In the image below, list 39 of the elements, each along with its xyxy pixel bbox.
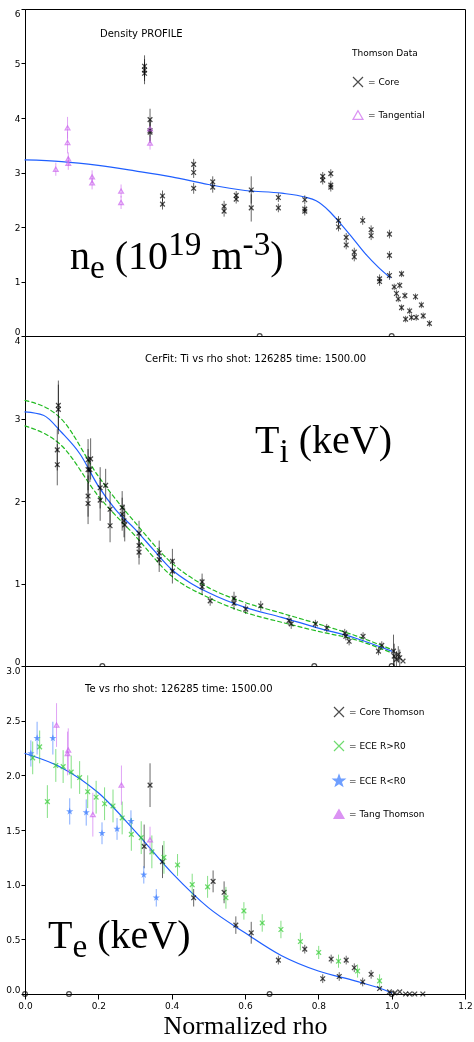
x-tick-label: 0.4 [165,1000,180,1011]
annotation: T$_{e}$ (keV) [48,911,191,965]
y-tick-label: 3.0 [6,665,21,676]
y-tick-label: 2 [14,222,21,233]
y-tick-label: 1.0 [6,880,21,891]
x-tick-label: 1.2 [458,1000,473,1011]
y-tick-label: 2.5 [6,716,21,727]
legend-label: = Tangential [368,110,425,120]
y-tick-label: 3 [14,168,21,178]
y-tick-label: 0.0 [6,984,21,995]
y-tick-label: 0 [14,656,21,667]
legend-label: = Tang Thomson [349,809,425,819]
legend-title: Thomson Data [351,48,418,58]
x-tick-label: 0.8 [311,1000,327,1011]
legend-label: = ECE R<R0 [349,776,406,786]
y-tick-label: 0.5 [6,934,21,945]
y-tick-label: 1.5 [6,825,21,836]
x-tick-label: 1.0 [385,1000,400,1011]
annotation: n$_{e}$ (10$^{19}$ m$^{-3}$) [70,225,284,287]
y-tick-label: 5 [14,59,21,69]
y-tick-label: 3 [14,414,21,424]
y-tick-label: 4 [14,335,21,346]
legend-label: = Core [368,77,400,87]
x-tick-label: 0.2 [91,1000,106,1011]
x-axis-title: Normalized rho [163,1010,328,1040]
annotation: T$_{i}$ (keV) [255,416,392,470]
y-tick-label: 2.0 [6,770,21,781]
text: Density PROFILE [100,28,183,39]
y-tick-label: 6 [14,8,21,19]
text: Te vs rho shot: 126285 time: 1500.00 [85,683,273,694]
y-tick-label: 2 [14,496,21,507]
legend-label: = Core Thomson [349,707,425,717]
legend-label: = ECE R>R0 [349,741,406,751]
y-tick-label: 1 [14,277,21,287]
y-tick-label: 0 [14,326,21,337]
y-tick-label: 4 [14,113,21,124]
text: CerFit: Ti vs rho shot: 126285 time: 1500.00 [145,353,367,364]
y-tick-label: 1 [14,579,21,589]
x-tick-label: 0.6 [238,1000,253,1011]
